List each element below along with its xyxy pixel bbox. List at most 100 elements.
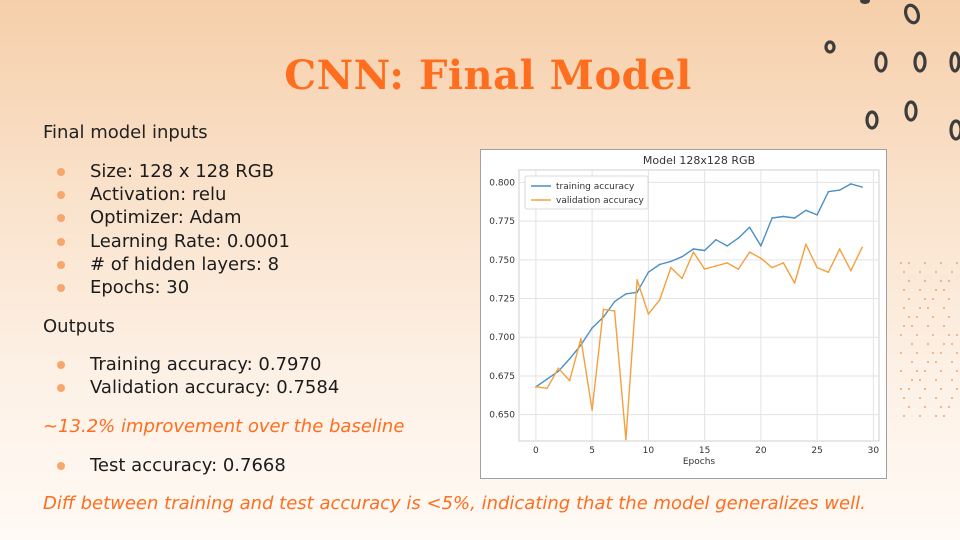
- deco-ring: [865, 110, 879, 130]
- deco-dot: [948, 280, 950, 282]
- bullet-icon: [57, 361, 65, 369]
- deco-dot: [903, 289, 905, 291]
- data-point: [546, 378, 548, 380]
- deco-dot: [903, 397, 905, 399]
- bullet-icon: [57, 260, 65, 269]
- data-point: [670, 266, 672, 269]
- slide-title: CNN: Final Model: [284, 52, 692, 99]
- x-tick-label: 10: [643, 446, 655, 456]
- deco-dot: [956, 352, 958, 354]
- deco-dot: [948, 334, 950, 336]
- input-item: Optimizer: Adam: [43, 206, 290, 229]
- y-tick-label: 0.700: [489, 333, 515, 343]
- y-tick-label: 0.725: [489, 295, 515, 305]
- y-tick-label: 0.800: [489, 178, 515, 188]
- deco-dot: [935, 271, 937, 273]
- deco-dot: [911, 361, 913, 363]
- data-point: [613, 300, 616, 303]
- x-tick-label: 0: [533, 446, 539, 456]
- deco-dot: [908, 262, 910, 264]
- deco-dot: [924, 262, 926, 264]
- input-item: # of hidden layers: 8: [43, 253, 290, 276]
- deco-dot: [900, 334, 902, 336]
- data-point: [782, 215, 785, 218]
- data-point: [613, 310, 616, 312]
- deco-dot: [903, 415, 905, 417]
- deco-dot: [900, 370, 902, 372]
- inputs-list: Size: 128 x 128 RGB Activation: relu Optim…: [43, 160, 290, 299]
- output-item-text: Validation accuracy: 0.7584: [90, 377, 340, 399]
- x-tick-label: 5: [589, 446, 595, 456]
- outputs-heading: Outputs: [43, 316, 115, 337]
- data-point: [546, 387, 548, 390]
- y-tick-label: 0.750: [489, 256, 515, 266]
- data-point: [557, 367, 560, 370]
- deco-dot: [943, 415, 945, 417]
- deco-dot: [916, 352, 918, 354]
- deco-dot: [908, 298, 910, 300]
- data-point: [737, 268, 740, 270]
- data-point: [793, 217, 796, 219]
- deco-dot: [919, 271, 921, 273]
- legend-label: validation accuracy: [556, 196, 644, 206]
- deco-dot: [951, 271, 953, 273]
- deco-dot: [903, 325, 905, 327]
- deco-dot: [940, 352, 942, 354]
- input-item-text: Activation: relu: [90, 184, 227, 206]
- deco-dot: [900, 352, 902, 354]
- data-point: [625, 438, 627, 441]
- deco-dot: [948, 316, 950, 318]
- data-point: [703, 268, 706, 270]
- deco-dot: [903, 271, 905, 273]
- plot-area: [518, 169, 880, 442]
- deco-dot: [908, 280, 910, 282]
- x-tick-label: 15: [699, 446, 710, 456]
- data-point: [861, 246, 863, 249]
- data-point: [681, 277, 683, 280]
- deco-dot: [935, 379, 937, 381]
- data-point: [670, 260, 672, 263]
- chart-svg: Model 128x128 RGB 0 5 10 15 20 25 30 0.650 0.675 0…: [489, 154, 880, 467]
- output-item: Validation accuracy: 0.7584: [43, 376, 339, 399]
- y-tick-label: 0.675: [489, 372, 515, 382]
- test-item: Test accuracy: 0.7668: [43, 454, 286, 477]
- deco-dot: [916, 334, 918, 336]
- deco-dot: [940, 280, 942, 282]
- data-point: [726, 262, 728, 264]
- bullet-icon: [57, 214, 65, 223]
- data-point: [805, 209, 807, 212]
- test-list: Test accuracy: 0.7668: [43, 454, 286, 477]
- deco-dot: [911, 343, 913, 345]
- data-point: [647, 313, 650, 315]
- deco-dot: [927, 307, 929, 309]
- deco-dot: [932, 316, 934, 318]
- data-point: [816, 214, 818, 216]
- bullet-icon: [57, 283, 65, 292]
- deco-dot: [940, 406, 942, 408]
- y-tick-label: 0.775: [489, 217, 515, 227]
- data-point: [805, 243, 807, 246]
- deco-dot: [932, 334, 934, 336]
- deco-dot: [940, 388, 942, 390]
- deco-dot: [948, 406, 950, 408]
- data-point: [748, 226, 751, 229]
- x-axis-label: Epochs: [683, 457, 716, 467]
- deco-dot: [951, 397, 953, 399]
- deco-dot: [919, 397, 921, 399]
- output-item-text: Training accuracy: 0.7970: [90, 354, 322, 375]
- deco-dot: [956, 262, 958, 264]
- deco-dot: [916, 316, 918, 318]
- data-point: [715, 265, 717, 267]
- data-point: [658, 299, 661, 301]
- x-tick-label: 25: [811, 446, 822, 456]
- data-point: [726, 245, 728, 247]
- data-point: [850, 183, 852, 185]
- data-point: [827, 190, 830, 193]
- input-item-text: Size: 128 x 128 RGB: [90, 161, 275, 182]
- legend-box: [524, 175, 649, 210]
- data-point: [658, 263, 661, 266]
- data-point: [703, 249, 706, 252]
- bullet-icon: [57, 384, 65, 393]
- deco-dot: [927, 343, 929, 345]
- data-point: [692, 251, 695, 253]
